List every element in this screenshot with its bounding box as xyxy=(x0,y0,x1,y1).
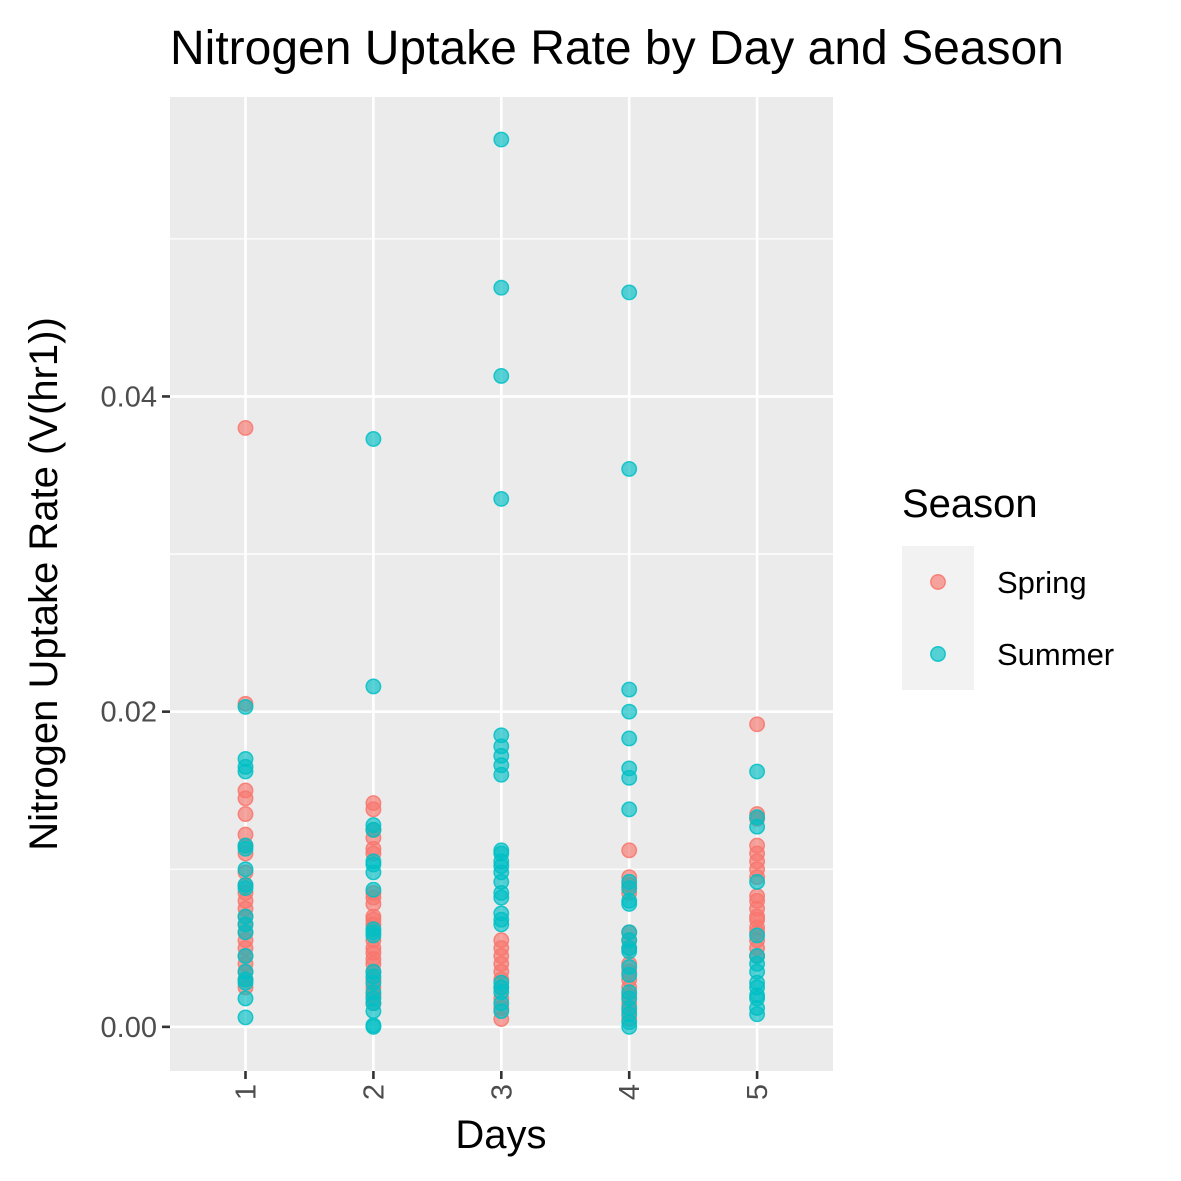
data-point xyxy=(493,490,510,507)
data-point xyxy=(493,131,510,148)
chart-title: Nitrogen Uptake Rate by Day and Season xyxy=(170,22,1064,75)
legend-label-spring: Spring xyxy=(997,565,1087,600)
data-point xyxy=(621,769,638,786)
y-axis: 0.00 0.02 0.04 xyxy=(101,381,170,1044)
data-point xyxy=(237,806,254,823)
series-summer xyxy=(237,131,766,1035)
x-axis: 1 2 3 4 5 xyxy=(231,1071,774,1100)
data-point xyxy=(749,763,766,780)
data-point xyxy=(365,431,382,447)
data-point xyxy=(493,916,510,933)
data-point xyxy=(365,821,382,838)
x-tick-label: 2 xyxy=(358,1084,390,1100)
y-tick-label: 0.00 xyxy=(101,1012,157,1044)
x-tick-label: 4 xyxy=(614,1084,646,1100)
y-axis-title: Nitrogen Uptake Rate (V(hr1)) xyxy=(22,317,66,851)
x-tick-label: 5 xyxy=(742,1084,774,1100)
data-point xyxy=(621,943,638,960)
data-point xyxy=(237,974,254,991)
data-point xyxy=(237,947,254,964)
data-point xyxy=(365,801,382,818)
data-point xyxy=(237,763,254,780)
data-point xyxy=(237,990,254,1007)
data-point xyxy=(621,703,638,720)
data-point xyxy=(365,927,382,944)
legend-label-summer: Summer xyxy=(997,637,1114,672)
data-point xyxy=(621,842,638,859)
data-point xyxy=(365,1018,382,1035)
x-tick-label: 1 xyxy=(231,1084,263,1100)
data-point xyxy=(365,678,382,695)
data-point xyxy=(749,818,766,835)
data-point xyxy=(749,873,766,890)
legend: Season Spring Summer xyxy=(902,482,1114,690)
data-point xyxy=(493,1003,510,1020)
legend-key-spring xyxy=(930,574,946,590)
y-tick-label: 0.04 xyxy=(101,381,157,413)
data-point xyxy=(365,881,382,898)
legend-key-background xyxy=(902,546,974,690)
data-point xyxy=(621,966,638,983)
data-point xyxy=(621,284,638,301)
data-point xyxy=(621,1018,638,1035)
data-point xyxy=(621,730,638,747)
y-tick-label: 0.02 xyxy=(101,697,157,729)
data-point xyxy=(749,927,766,944)
legend-title: Season xyxy=(902,482,1038,526)
data-point xyxy=(237,1009,254,1026)
x-tick-label: 3 xyxy=(486,1084,518,1100)
legend-key-summer xyxy=(930,646,946,662)
data-point xyxy=(493,368,510,384)
data-point xyxy=(237,924,254,941)
x-axis-title: Days xyxy=(455,1113,546,1157)
data-point xyxy=(621,460,638,477)
data-point xyxy=(365,1003,382,1020)
data-point xyxy=(237,698,254,715)
data-point xyxy=(493,889,510,906)
data-point xyxy=(237,861,254,878)
data-point xyxy=(621,895,638,912)
data-point xyxy=(749,716,766,733)
data-point xyxy=(621,801,638,818)
data-point xyxy=(237,420,254,436)
data-points xyxy=(237,131,766,1035)
data-point xyxy=(237,840,254,857)
data-point xyxy=(493,279,510,296)
data-point xyxy=(493,766,510,783)
data-point xyxy=(749,1006,766,1023)
data-point xyxy=(237,790,254,807)
data-point xyxy=(237,880,254,897)
data-point xyxy=(621,681,638,698)
data-point xyxy=(365,864,382,881)
